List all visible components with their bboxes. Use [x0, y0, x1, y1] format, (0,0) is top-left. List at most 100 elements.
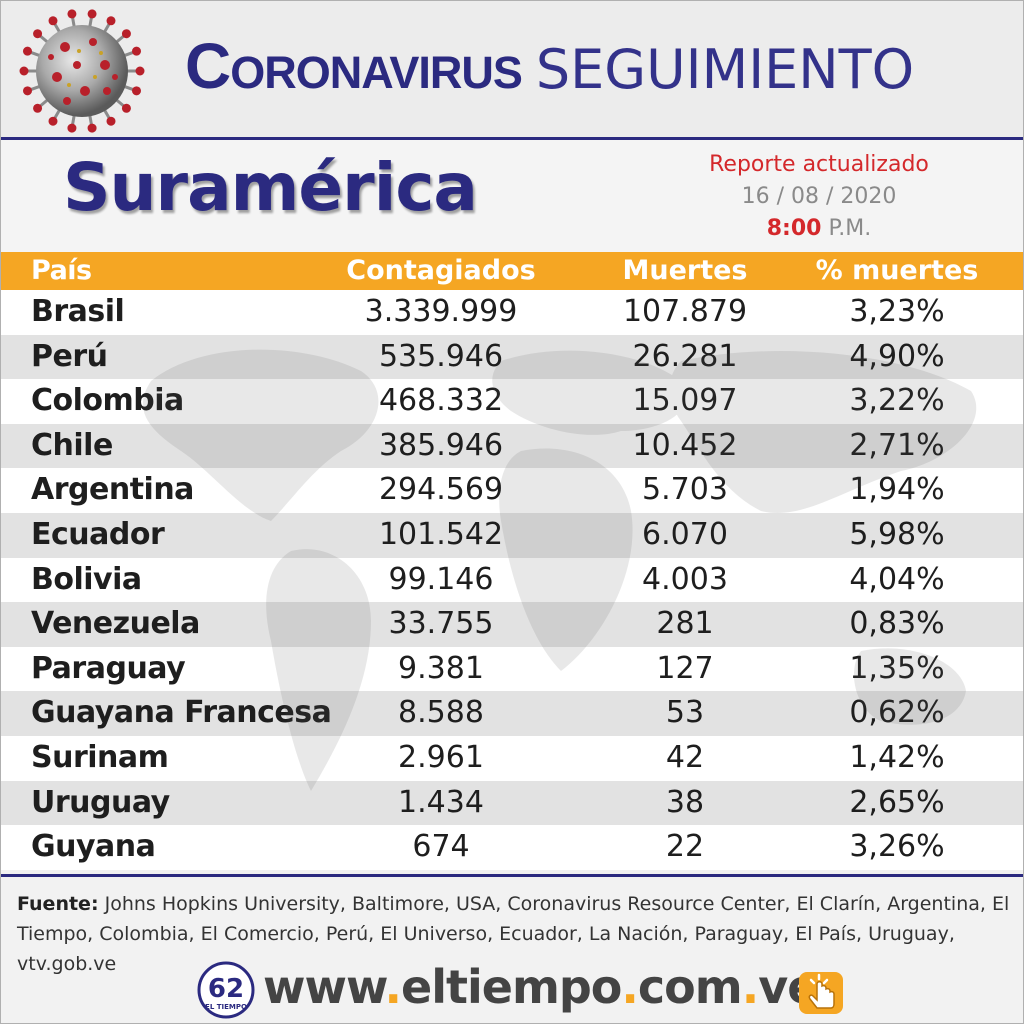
table-row: Perú 535.946 26.281 4,90%: [1, 334, 1023, 380]
cell-pais: Brasil: [31, 294, 125, 329]
table-row: Guayana Francesa 8.588 53 0,62%: [1, 691, 1023, 736]
footer: 62 EL TIEMPO www.eltiempo.com.ve: [1, 956, 1023, 1023]
cell-contagiados: 674: [412, 829, 470, 865]
table-row: Surinam 2.961 42 1,42%: [1, 736, 1023, 781]
table-row: Uruguay 1.434 38 2,65%: [1, 780, 1023, 826]
cell-porcentaje-muertes: 1,35%: [849, 650, 945, 686]
cell-porcentaje-muertes: 3,23%: [849, 294, 945, 329]
cell-pais: Paraguay: [31, 650, 186, 686]
el-tiempo-logo-icon: 62 EL TIEMPO: [197, 961, 255, 1019]
cell-contagiados: 101.542: [378, 517, 504, 552]
cell-contagiados: 294.569: [378, 472, 504, 508]
report-time: 8:00 P.M.: [701, 213, 937, 245]
report-info: Reporte actualizado 16 / 08 / 2020 8:00 …: [701, 149, 937, 245]
cell-muertes: 38: [665, 784, 705, 820]
cell-muertes: 281: [656, 606, 714, 642]
column-header-porcentaje-muertes: % muertes: [815, 255, 979, 286]
url-dot: .: [741, 960, 760, 1014]
cell-porcentaje-muertes: 2,65%: [849, 784, 945, 820]
source-note: Fuente: Johns Hopkins University, Baltim…: [17, 889, 1017, 979]
column-header-pais: País: [31, 255, 92, 286]
cell-muertes: 42: [665, 740, 705, 775]
report-label: Reporte actualizado: [709, 152, 929, 177]
cell-porcentaje-muertes: 4,04%: [849, 561, 945, 597]
cell-porcentaje-muertes: 5,98%: [849, 517, 945, 552]
cell-porcentaje-muertes: 1,94%: [849, 472, 945, 508]
cell-muertes: 10.452: [632, 427, 738, 463]
cell-pais: Chile: [31, 427, 113, 463]
website-link[interactable]: www.eltiempo.com.ve: [263, 960, 818, 1014]
table-row: Guyana 674 22 3,26%: [1, 825, 1023, 870]
cell-porcentaje-muertes: 3,26%: [849, 829, 945, 865]
logo-number: 62: [208, 974, 244, 1004]
source-label: Fuente:: [17, 893, 99, 915]
source-text: Johns Hopkins University, Baltimore, USA…: [17, 893, 1010, 975]
report-date: 16 / 08 / 2020: [741, 184, 897, 209]
cell-contagiados: 9.381: [398, 650, 484, 686]
cell-pais: Guyana: [31, 829, 156, 865]
cell-contagiados: 3.339.999: [364, 294, 518, 329]
header: Coronavirus SEGUIMIENTO: [1, 1, 1023, 139]
click-hand-icon: [799, 972, 843, 1014]
cell-pais: Bolivia: [31, 561, 142, 597]
url-dot: .: [384, 960, 403, 1014]
cell-contagiados: 535.946: [378, 338, 504, 374]
cell-porcentaje-muertes: 2,71%: [849, 427, 945, 463]
cell-porcentaje-muertes: 4,90%: [849, 338, 945, 374]
divider: [1, 137, 1023, 140]
cell-muertes: 127: [656, 650, 714, 686]
cell-pais: Uruguay: [31, 784, 170, 820]
cell-porcentaje-muertes: 3,22%: [849, 383, 945, 419]
cell-muertes: 15.097: [632, 383, 738, 419]
table-body: Brasil 3.339.999 107.879 3,23% Perú 535.946 26…: [1, 290, 1023, 874]
cell-contagiados: 1.434: [398, 784, 484, 820]
table-header: País Contagiados Muertes % muertes: [1, 252, 1023, 290]
cell-muertes: 4.003: [642, 561, 728, 597]
url-www: www: [263, 960, 386, 1014]
report-period: P.M.: [828, 216, 872, 241]
page-title: Coronavirus SEGUIMIENTO: [185, 29, 914, 119]
table-row: Argentina 294.569 5.703 1,94%: [1, 468, 1023, 513]
cell-contagiados: 385.946: [378, 427, 504, 463]
table-row: Brasil 3.339.999 107.879 3,23%: [1, 290, 1023, 335]
table-row: Paraguay 9.381 127 1,35%: [1, 646, 1023, 692]
cell-muertes: 107.879: [622, 294, 748, 329]
logo-text: EL TIEMPO: [205, 1003, 247, 1011]
cell-porcentaje-muertes: 1,42%: [849, 740, 945, 775]
cell-pais: Surinam: [31, 740, 169, 775]
coronavirus-icon: [19, 9, 145, 133]
region-title: Suramérica: [63, 149, 478, 226]
cell-muertes: 26.281: [632, 338, 738, 374]
cell-porcentaje-muertes: 0,83%: [849, 606, 945, 642]
divider: [1, 874, 1023, 877]
cell-pais: Ecuador: [31, 517, 165, 552]
cell-contagiados: 2.961: [398, 740, 484, 775]
cell-pais: Venezuela: [31, 606, 200, 642]
cell-muertes: 22: [665, 829, 705, 865]
cell-pais: Guayana Francesa: [31, 695, 332, 731]
column-header-muertes: Muertes: [622, 255, 748, 286]
cell-pais: Perú: [31, 338, 108, 374]
table-row: Venezuela 33.755 281 0,83%: [1, 602, 1023, 647]
title-coronavirus: Coronavirus: [185, 30, 523, 102]
url-eltiempo: eltiempo: [401, 960, 622, 1014]
report-hour: 8:00: [766, 216, 822, 241]
url-dot: .: [621, 960, 639, 1014]
cell-contagiados: 33.755: [388, 606, 494, 642]
column-header-contagiados: Contagiados: [346, 255, 536, 286]
cell-muertes: 6.070: [642, 517, 728, 552]
table-row: Colombia 468.332 15.097 3,22%: [1, 379, 1023, 424]
cell-muertes: 5.703: [642, 472, 728, 508]
cell-contagiados: 468.332: [378, 383, 504, 419]
cell-contagiados: 8.588: [398, 695, 484, 731]
cell-contagiados: 99.146: [388, 561, 494, 597]
table-row: Chile 385.946 10.452 2,71%: [1, 423, 1023, 469]
cell-muertes: 53: [665, 695, 705, 731]
subheader: [1, 140, 1023, 252]
title-seguimiento: SEGUIMIENTO: [535, 38, 915, 101]
table-row: Bolivia 99.146 4.003 4,04%: [1, 557, 1023, 603]
url-com: com: [637, 960, 743, 1014]
cell-porcentaje-muertes: 0,62%: [849, 695, 945, 731]
cell-pais: Colombia: [31, 383, 184, 419]
